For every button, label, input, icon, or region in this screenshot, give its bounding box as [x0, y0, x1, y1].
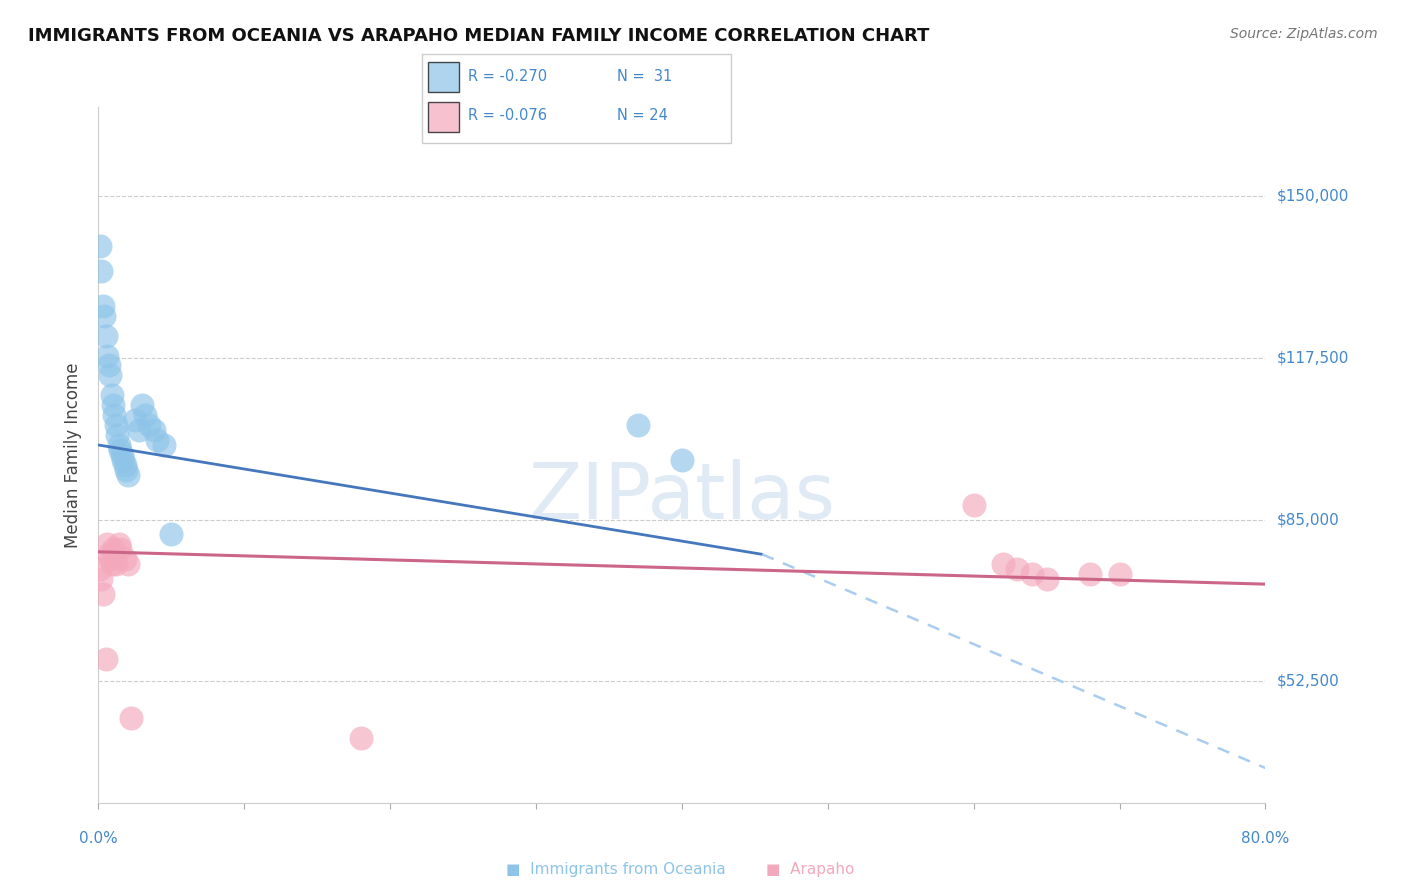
Point — [98, 368, 121, 383]
Point — [103, 547, 125, 561]
Point — [96, 349, 118, 363]
FancyBboxPatch shape — [427, 62, 458, 92]
Text: $85,000: $85,000 — [1277, 512, 1340, 527]
Point — [991, 558, 1014, 572]
Point — [1035, 572, 1057, 586]
Point — [138, 418, 160, 433]
Point — [1021, 567, 1043, 582]
Text: Source: ZipAtlas.com: Source: ZipAtlas.com — [1230, 27, 1378, 41]
Point — [90, 572, 112, 586]
Point — [962, 498, 984, 512]
Point — [124, 413, 146, 427]
Point — [100, 388, 122, 402]
Point — [115, 463, 138, 477]
Point — [101, 398, 124, 412]
Text: R = -0.270: R = -0.270 — [468, 69, 547, 84]
Point — [97, 359, 120, 373]
Text: N =  31: N = 31 — [617, 69, 672, 84]
Point — [146, 433, 169, 447]
Point — [108, 537, 131, 551]
Point — [91, 587, 114, 601]
Point — [110, 442, 132, 457]
Text: ■  Immigrants from Oceania: ■ Immigrants from Oceania — [506, 863, 725, 877]
Point — [627, 418, 650, 433]
Point — [89, 562, 111, 576]
Point — [117, 467, 139, 482]
Text: ■  Arapaho: ■ Arapaho — [766, 863, 855, 877]
Point — [114, 552, 136, 566]
Point — [128, 423, 150, 437]
Y-axis label: Median Family Income: Median Family Income — [65, 362, 83, 548]
Text: $150,000: $150,000 — [1277, 189, 1348, 204]
Point — [131, 398, 153, 412]
Point — [100, 558, 122, 572]
Point — [1108, 567, 1130, 582]
Point — [94, 651, 117, 665]
Point — [153, 438, 176, 452]
FancyBboxPatch shape — [422, 54, 731, 143]
Point — [671, 453, 693, 467]
Point — [94, 328, 117, 343]
Text: 80.0%: 80.0% — [1241, 830, 1289, 846]
Point — [105, 428, 128, 442]
Point — [96, 537, 118, 551]
Point — [134, 408, 156, 422]
Text: ZIPatlas: ZIPatlas — [529, 458, 835, 534]
Point — [111, 448, 134, 462]
Point — [91, 299, 114, 313]
Point — [90, 264, 112, 278]
Text: R = -0.076: R = -0.076 — [468, 109, 547, 123]
Point — [1080, 567, 1102, 582]
Point — [110, 542, 132, 557]
Point — [104, 558, 127, 572]
Point — [104, 418, 127, 433]
Point — [89, 239, 111, 253]
Point — [101, 542, 124, 557]
FancyBboxPatch shape — [427, 102, 458, 132]
Point — [160, 527, 183, 541]
Point — [114, 458, 136, 472]
Point — [142, 423, 165, 437]
Point — [108, 438, 131, 452]
Point — [117, 558, 139, 572]
Point — [98, 552, 121, 566]
Point — [103, 408, 125, 422]
Text: 0.0%: 0.0% — [79, 830, 118, 846]
Text: N = 24: N = 24 — [617, 109, 668, 123]
Point — [112, 453, 135, 467]
Text: $52,500: $52,500 — [1277, 673, 1340, 689]
Point — [93, 309, 115, 323]
Point — [1007, 562, 1029, 576]
Point — [97, 547, 120, 561]
Point — [350, 731, 373, 746]
Text: IMMIGRANTS FROM OCEANIA VS ARAPAHO MEDIAN FAMILY INCOME CORRELATION CHART: IMMIGRANTS FROM OCEANIA VS ARAPAHO MEDIA… — [28, 27, 929, 45]
Text: $117,500: $117,500 — [1277, 351, 1348, 366]
Point — [120, 711, 142, 725]
